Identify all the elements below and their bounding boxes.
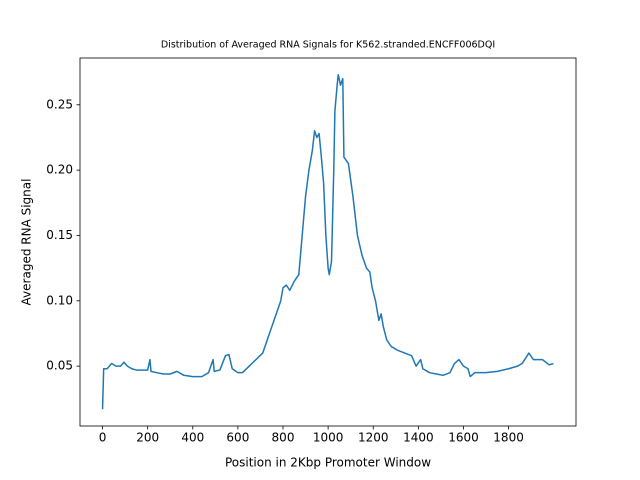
x-tick-label: 200 xyxy=(136,431,159,445)
y-tick-label: 0.20 xyxy=(46,163,73,177)
x-tick-label: 600 xyxy=(226,431,249,445)
x-tick-label: 1000 xyxy=(313,431,344,445)
x-tick-label: 400 xyxy=(181,431,204,445)
y-tick-label: 0.15 xyxy=(46,228,73,242)
x-tick-label: 0 xyxy=(99,431,107,445)
x-tick-label: 800 xyxy=(272,431,295,445)
x-axis-label: Position in 2Kbp Promoter Window xyxy=(225,456,431,470)
x-tick-label: 1800 xyxy=(493,431,524,445)
y-axis-label: Averaged RNA Signal xyxy=(20,179,34,306)
x-tick-label: 1600 xyxy=(448,431,479,445)
signal-line xyxy=(101,73,554,410)
y-tick-label: 0.10 xyxy=(46,293,73,307)
x-tick-label: 1200 xyxy=(358,431,389,445)
x-tick-label: 1400 xyxy=(403,431,434,445)
y-tick-label: 0.05 xyxy=(46,359,73,373)
chart-title: Distribution of Averaged RNA Signals for… xyxy=(161,40,495,51)
y-tick-label: 0.25 xyxy=(46,97,73,111)
